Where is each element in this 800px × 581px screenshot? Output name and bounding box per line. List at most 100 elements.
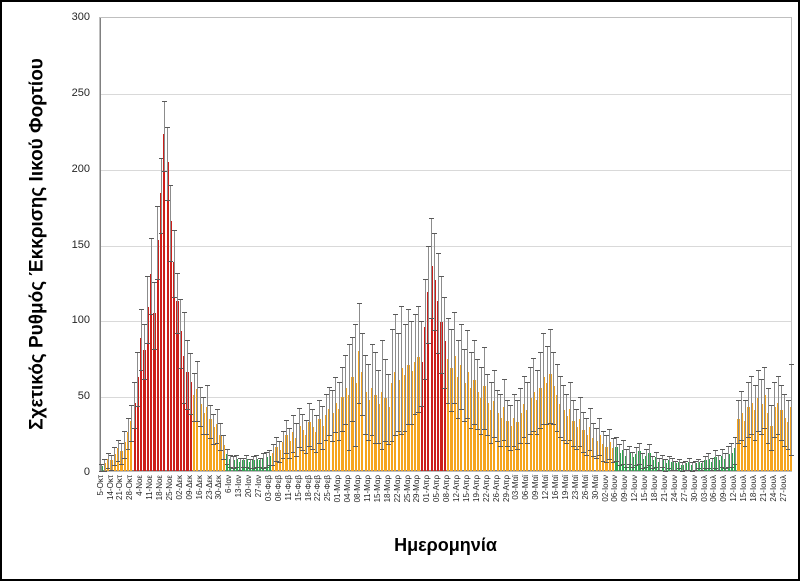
error-bar-cap-bottom: [419, 406, 425, 408]
x-tick-label: 16-Μαϊ: [551, 475, 561, 500]
error-bar-cap-top: [755, 369, 761, 371]
error-bar-cap-bottom: [307, 445, 313, 447]
error-bar: [599, 418, 601, 455]
x-tick-label: 12-Ιουλ: [729, 475, 739, 502]
error-bar: [777, 375, 779, 434]
error-bar-cap-bottom: [567, 439, 573, 441]
error-bar-cap-bottom: [511, 445, 517, 447]
bar: [780, 410, 783, 471]
bar: [460, 364, 463, 471]
error-bar-cap-top: [237, 457, 243, 459]
error-bar: [553, 351, 555, 425]
error-bar-cap-top: [340, 366, 346, 368]
error-bar-cap-bottom: [577, 445, 583, 447]
error-bar-cap-top: [99, 463, 105, 465]
bar: [443, 340, 446, 471]
y-tick-label: 150: [71, 238, 90, 251]
error-bar: [233, 456, 235, 469]
error-bar-cap-top: [349, 336, 355, 338]
error-bar-cap-bottom: [432, 330, 438, 332]
error-bar: [431, 218, 433, 319]
error-bar-cap-bottom: [254, 466, 260, 468]
bar: [423, 326, 427, 471]
error-bar-cap-bottom: [425, 342, 431, 344]
error-bar: [404, 324, 406, 431]
error-bar: [510, 404, 512, 451]
error-bar-cap-bottom: [703, 468, 709, 470]
error-bar-cap-bottom: [118, 463, 124, 465]
error-bar: [695, 460, 697, 470]
error-bar-cap-bottom: [122, 457, 128, 459]
x-tick-label: 22-Μαρ: [392, 475, 402, 503]
error-bar-cap-bottom: [749, 433, 755, 435]
bar: [450, 367, 453, 471]
error-bar-cap-top: [736, 400, 742, 402]
bar: [417, 357, 420, 471]
error-bar: [500, 394, 502, 446]
error-bar: [292, 415, 294, 452]
error-bar-cap-bottom: [396, 430, 402, 432]
error-bar-cap-top: [429, 218, 435, 220]
error-bar-cap-bottom: [389, 441, 395, 443]
bar: [143, 349, 146, 471]
error-bar-cap-bottom: [666, 468, 672, 470]
error-bar-cap-bottom: [217, 450, 223, 452]
error-bar: [302, 413, 304, 451]
error-bar-cap-bottom: [320, 448, 326, 450]
error-bar-cap-top: [693, 460, 699, 462]
error-bar-cap-bottom: [633, 465, 639, 467]
error-bar: [668, 456, 670, 469]
error-bar-cap-bottom: [610, 462, 616, 464]
error-bar: [394, 313, 396, 436]
error-bar: [203, 397, 205, 434]
error-bar: [678, 459, 680, 469]
error-bar-cap-bottom: [693, 469, 699, 471]
error-bar-cap-bottom: [630, 466, 636, 468]
y-tick-label: 250: [71, 86, 90, 99]
error-bar: [655, 451, 657, 467]
x-tick-label: 06-Ιουλ: [709, 475, 719, 502]
error-bar-cap-bottom: [468, 427, 474, 429]
error-bar-cap-bottom: [214, 442, 220, 444]
bar: [559, 404, 562, 471]
error-bar-cap-top: [594, 427, 600, 429]
error-bar-cap-bottom: [323, 439, 329, 441]
error-bar: [635, 447, 637, 466]
error-bar-cap-top: [283, 419, 289, 421]
error-bar: [391, 328, 393, 442]
bar: [351, 376, 354, 471]
error-bar-cap-top: [623, 448, 629, 450]
error-bar: [325, 394, 327, 440]
bar: [216, 423, 219, 471]
error-bar: [424, 278, 426, 379]
error-bar-cap-bottom: [105, 468, 111, 470]
error-bar-cap-top: [297, 407, 303, 409]
error-bar-cap-top: [277, 441, 283, 443]
error-bar-cap-bottom: [392, 435, 398, 437]
error-bar-cap-top: [343, 354, 349, 356]
error-bar-cap-bottom: [534, 433, 540, 435]
error-bar: [533, 357, 535, 431]
error-bar: [780, 385, 782, 440]
error-bar-cap-bottom: [699, 469, 705, 471]
error-bar-cap-top: [699, 460, 705, 462]
error-bar: [361, 333, 363, 416]
bar: [328, 408, 331, 471]
y-tick-label: 50: [77, 390, 90, 403]
error-bar-cap-top: [264, 451, 270, 453]
error-bar-cap-top: [785, 400, 791, 402]
error-bar-cap-top: [485, 374, 491, 376]
error-bar-cap-bottom: [712, 468, 718, 470]
error-bar: [160, 157, 162, 234]
error-bar-cap-bottom: [561, 439, 567, 441]
bar: [747, 407, 750, 471]
bar: [146, 307, 149, 471]
error-bar: [104, 459, 106, 472]
error-bar-cap-top: [759, 378, 765, 380]
error-bar-cap-top: [138, 309, 144, 311]
error-bar: [487, 374, 489, 436]
error-bar-cap-top: [198, 386, 204, 388]
error-bar-cap-top: [633, 447, 639, 449]
error-bar-cap-top: [445, 318, 451, 320]
error-bar: [658, 457, 660, 470]
